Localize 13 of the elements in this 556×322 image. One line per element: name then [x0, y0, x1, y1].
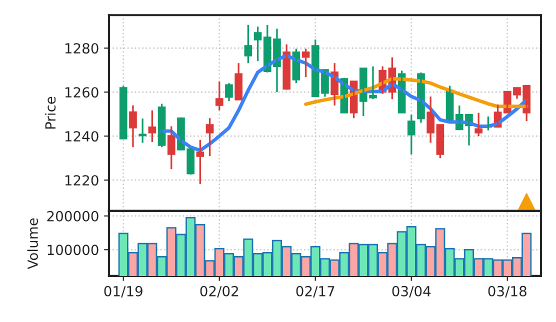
y-tick-label: 1260 [65, 87, 98, 98]
x-tick-label: 02/02 [200, 286, 238, 298]
y-axis-title: Price [44, 96, 56, 129]
y-tick-label: 1220 [65, 175, 98, 186]
y-axis-title: Volume [27, 218, 38, 270]
x-tick-label: 01/19 [104, 286, 142, 298]
y-tick-label: 1280 [65, 43, 98, 54]
x-tick-label: 03/04 [392, 286, 431, 298]
y-tick-label: 1240 [65, 131, 98, 142]
x-tick-label: 03/18 [488, 286, 526, 298]
y-tick-label: 100000 [48, 244, 98, 256]
y-tick-label: 200000 [47, 210, 98, 222]
x-tick-label: 02/17 [296, 286, 334, 298]
